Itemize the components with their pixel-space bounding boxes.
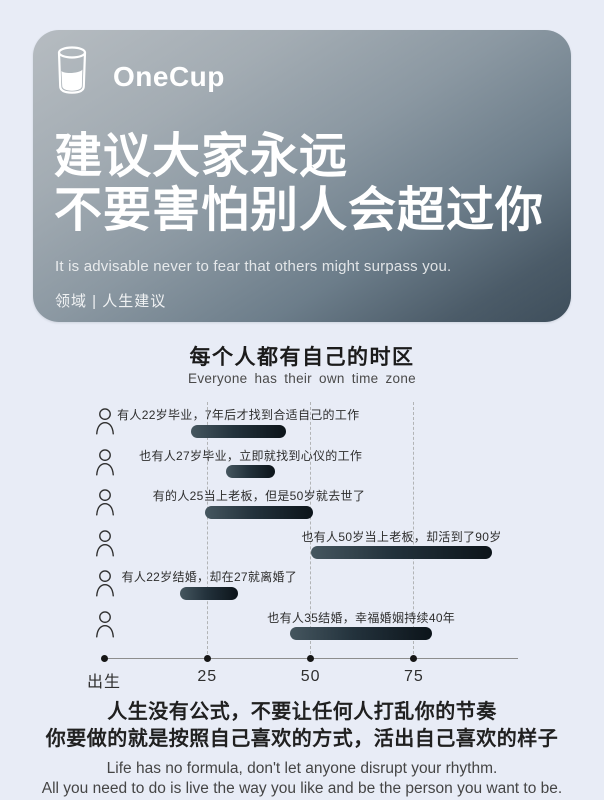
footer-cn-line2: 你要做的就是按照自己喜欢的方式，活出自己喜欢的样子 bbox=[45, 728, 559, 750]
person-icon bbox=[94, 568, 116, 598]
plot-area: 有人22岁毕业，7年后才找到合适自己的工作也有人27岁毕业，立即就找到心仪的工作… bbox=[0, 398, 604, 698]
row-label: 有人22岁毕业，7年后才找到合适自己的工作 bbox=[117, 408, 360, 422]
axis-gridline bbox=[206, 402, 208, 659]
footer-en-line1: Life has no formula, don't let anyone di… bbox=[106, 760, 498, 777]
time-bar bbox=[310, 546, 493, 559]
chart-title: 每个人都有自己的时区 bbox=[189, 346, 415, 369]
axis-tick-label: 出生 bbox=[86, 674, 122, 691]
axis-dot bbox=[410, 655, 418, 662]
hero-subtitle: It is advisable never to fear that other… bbox=[55, 258, 452, 275]
footer-en-line2: All you need to do is live the way you l… bbox=[41, 779, 563, 797]
time-bar bbox=[190, 424, 286, 438]
brand-name: OneCup bbox=[113, 61, 225, 92]
person-icon bbox=[94, 528, 116, 558]
time-bar bbox=[180, 586, 239, 600]
brand-row: OneCup bbox=[55, 44, 225, 96]
axis-dot bbox=[307, 655, 315, 662]
axis-tick-label: 75 bbox=[403, 668, 424, 685]
axis-tick-label: 50 bbox=[300, 668, 321, 685]
axis-dot bbox=[203, 655, 211, 662]
hero-category-tag: 领域 | 人生建议 bbox=[55, 293, 167, 310]
hero-title: 建议大家永远 不要害怕别人会超过你 bbox=[54, 130, 554, 238]
row-label: 有的人25当上老板，但是50岁就去世了 bbox=[152, 489, 366, 503]
row-label: 也有人27岁毕业，立即就找到心仪的工作 bbox=[139, 448, 363, 463]
footer: 人生没有公式，不要让任何人打乱你的节奏 你要做的就是按照自己喜欢的方式，活出自己… bbox=[0, 699, 604, 798]
person-icon bbox=[94, 406, 116, 436]
chart-subtitle: Everyone has their own time zone bbox=[188, 371, 416, 386]
time-bar bbox=[225, 465, 276, 478]
time-bar bbox=[205, 505, 313, 519]
hero-card: OneCup 建议大家永远 不要害怕别人会超过你 It is advisable… bbox=[33, 30, 571, 322]
row-label: 有人22岁结婚，却在27就离婚了 bbox=[121, 570, 298, 584]
row-label: 也有人35结婚，幸福婚姻持续40年 bbox=[267, 610, 456, 625]
person-icon bbox=[94, 487, 116, 517]
person-icon bbox=[94, 447, 116, 477]
footer-cn-line1: 人生没有公式，不要让任何人打乱你的节奏 bbox=[107, 701, 497, 723]
hero-title-line1: 建议大家永远 bbox=[54, 130, 349, 183]
axis-tick-label: 25 bbox=[197, 668, 218, 685]
time-bar bbox=[289, 627, 433, 640]
row-label: 也有人50岁当上老板，却活到了90岁 bbox=[301, 529, 502, 544]
onecup-logo-icon bbox=[55, 45, 89, 95]
person-icon bbox=[94, 609, 116, 639]
axis-gridline bbox=[309, 402, 311, 659]
axis-gridline bbox=[413, 402, 415, 659]
hero-title-line2: 不要害怕别人会超过你 bbox=[54, 184, 545, 238]
axis-dot bbox=[100, 655, 108, 662]
